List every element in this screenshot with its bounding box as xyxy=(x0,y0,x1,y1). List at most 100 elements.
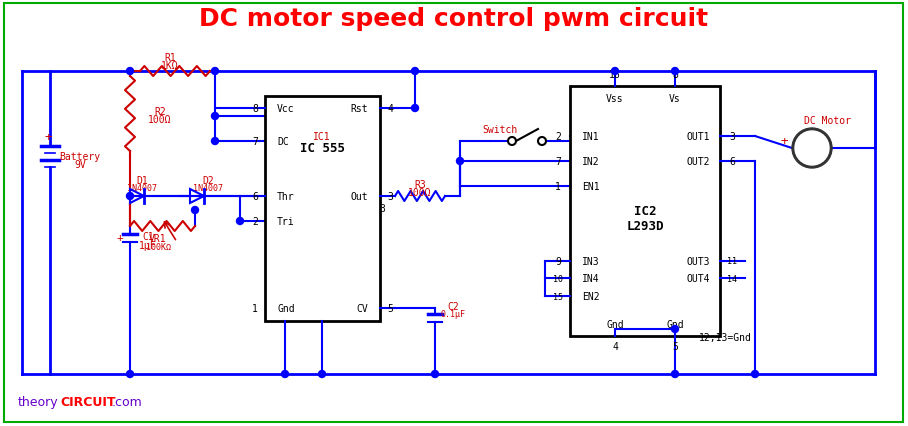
Text: EN2: EN2 xyxy=(582,291,599,301)
Text: L293D: L293D xyxy=(627,220,664,233)
Text: 3: 3 xyxy=(379,204,385,213)
Text: M: M xyxy=(807,141,816,156)
Text: 1µF: 1µF xyxy=(139,240,157,250)
Text: 3: 3 xyxy=(387,192,393,201)
Circle shape xyxy=(212,68,219,75)
Text: Thr: Thr xyxy=(277,192,294,201)
Text: R1: R1 xyxy=(164,53,176,63)
Text: 14: 14 xyxy=(727,274,737,283)
Text: 1: 1 xyxy=(555,181,561,192)
Text: 3: 3 xyxy=(729,132,735,142)
Text: 11: 11 xyxy=(727,257,737,266)
Text: Gnd: Gnd xyxy=(666,319,684,329)
Circle shape xyxy=(792,129,832,169)
Text: 7: 7 xyxy=(555,157,561,167)
Text: Gnd: Gnd xyxy=(607,319,624,329)
Circle shape xyxy=(672,326,678,333)
Circle shape xyxy=(192,207,199,214)
Text: .com: .com xyxy=(112,395,143,408)
Text: D2: D2 xyxy=(202,176,214,186)
Text: 9V: 9V xyxy=(74,160,86,170)
Text: Rst: Rst xyxy=(350,104,368,114)
Text: IN2: IN2 xyxy=(582,157,599,167)
Text: R3: R3 xyxy=(414,180,426,190)
Text: Vcc: Vcc xyxy=(277,104,294,114)
Bar xyxy=(570,87,720,336)
Circle shape xyxy=(672,68,678,75)
Text: 10: 10 xyxy=(553,274,563,283)
Text: OUT1: OUT1 xyxy=(686,132,710,142)
Text: 9: 9 xyxy=(555,256,561,266)
Text: DC Motor: DC Motor xyxy=(804,116,851,126)
Text: 8: 8 xyxy=(252,104,258,114)
Text: 16: 16 xyxy=(609,70,621,80)
Bar xyxy=(265,97,380,321)
Circle shape xyxy=(126,68,133,75)
Circle shape xyxy=(457,158,463,165)
Circle shape xyxy=(319,371,325,377)
Text: CIRCUIT: CIRCUIT xyxy=(60,395,115,408)
Text: 4: 4 xyxy=(612,341,618,351)
Text: 1N4007: 1N4007 xyxy=(193,184,223,193)
Circle shape xyxy=(212,113,219,120)
Text: 6: 6 xyxy=(729,157,735,167)
Text: 100Ω: 100Ω xyxy=(148,115,172,125)
Circle shape xyxy=(611,68,618,75)
Text: 12,13=Gnd: 12,13=Gnd xyxy=(698,332,752,342)
Text: 1KΩ: 1KΩ xyxy=(162,61,179,71)
Circle shape xyxy=(752,371,758,377)
Text: 100Ω: 100Ω xyxy=(409,187,431,198)
Circle shape xyxy=(281,371,289,377)
Text: 8: 8 xyxy=(672,70,678,80)
Text: theory: theory xyxy=(18,395,59,408)
Text: 5: 5 xyxy=(672,341,678,351)
Text: IN3: IN3 xyxy=(582,256,599,266)
Text: Vs: Vs xyxy=(669,94,681,104)
Text: OUT4: OUT4 xyxy=(686,273,710,283)
Text: Out: Out xyxy=(350,192,368,201)
Text: 7: 7 xyxy=(252,137,258,147)
Text: IN1: IN1 xyxy=(582,132,599,142)
Text: 2: 2 xyxy=(252,216,258,227)
Text: Vss: Vss xyxy=(607,94,624,104)
Text: 2: 2 xyxy=(555,132,561,142)
Circle shape xyxy=(411,105,419,112)
Text: C2: C2 xyxy=(447,301,459,311)
Circle shape xyxy=(236,218,243,225)
Text: +: + xyxy=(780,134,788,147)
Text: VR1: VR1 xyxy=(149,233,167,243)
Text: 1N4007: 1N4007 xyxy=(127,184,157,193)
Text: EN1: EN1 xyxy=(582,181,599,192)
Circle shape xyxy=(212,138,219,145)
Text: Gnd: Gnd xyxy=(277,303,294,313)
Text: 1: 1 xyxy=(252,303,258,313)
Text: +: + xyxy=(44,130,52,143)
Text: D1: D1 xyxy=(136,176,148,186)
Text: DC motor speed control pwm circuit: DC motor speed control pwm circuit xyxy=(200,7,708,31)
Text: IC 555: IC 555 xyxy=(300,142,344,155)
Circle shape xyxy=(126,371,133,377)
Text: 100KΩ: 100KΩ xyxy=(145,243,171,252)
Circle shape xyxy=(795,132,829,166)
Text: 6: 6 xyxy=(252,192,258,201)
Text: +: + xyxy=(116,233,123,242)
Text: C1: C1 xyxy=(143,231,153,242)
Text: OUT3: OUT3 xyxy=(686,256,710,266)
Circle shape xyxy=(431,371,439,377)
Text: 4: 4 xyxy=(387,104,393,114)
Circle shape xyxy=(672,371,678,377)
Text: 15: 15 xyxy=(553,292,563,301)
Text: IN4: IN4 xyxy=(582,273,599,283)
Circle shape xyxy=(411,68,419,75)
Text: DC: DC xyxy=(277,137,289,147)
Text: CV: CV xyxy=(356,303,368,313)
Circle shape xyxy=(126,193,133,200)
Text: R2: R2 xyxy=(154,107,166,117)
Text: OUT2: OUT2 xyxy=(686,157,710,167)
Text: IC2: IC2 xyxy=(634,205,656,218)
Text: 0.1µF: 0.1µF xyxy=(440,310,466,319)
Text: Switch: Switch xyxy=(482,125,518,135)
Text: Battery: Battery xyxy=(59,152,101,161)
Text: Tri: Tri xyxy=(277,216,294,227)
Text: IC1: IC1 xyxy=(313,132,331,142)
